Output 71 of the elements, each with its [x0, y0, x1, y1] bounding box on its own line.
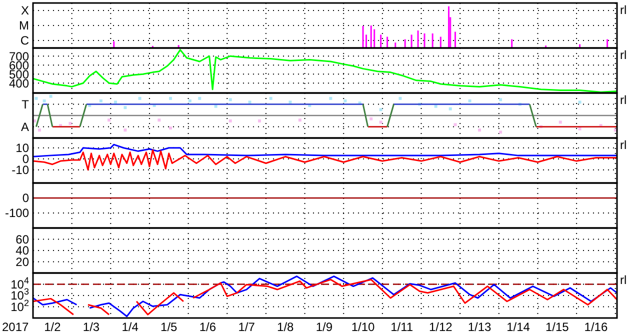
x-tick-label: 1/15 — [545, 320, 570, 334]
point — [288, 100, 292, 104]
x-tick-label: 1/5 — [160, 320, 178, 334]
point — [158, 118, 161, 122]
x-tick-label: 1/8 — [277, 320, 294, 334]
point — [228, 98, 232, 102]
text: rl — [620, 273, 627, 287]
text: rl — [620, 93, 627, 107]
y-tick-label: 0 — [22, 191, 30, 206]
point — [379, 120, 382, 124]
point — [344, 99, 347, 102]
line-series — [33, 144, 617, 158]
text: A — [20, 120, 29, 134]
point — [258, 119, 261, 122]
point — [379, 108, 382, 112]
point — [228, 119, 232, 122]
point — [138, 96, 142, 100]
x-tick-label: 1/13 — [468, 320, 492, 334]
point — [114, 100, 118, 104]
point — [434, 104, 438, 108]
y-tick-label: -100 — [4, 206, 30, 220]
point — [499, 98, 502, 102]
text: M — [19, 18, 29, 33]
point — [269, 96, 272, 100]
point — [578, 100, 582, 104]
point — [329, 96, 332, 100]
text: C — [20, 34, 30, 48]
point — [398, 96, 402, 100]
y-tick-label: 60 — [16, 232, 30, 246]
point — [214, 104, 218, 108]
point — [448, 107, 452, 110]
point — [38, 128, 41, 132]
point — [42, 99, 46, 102]
x-tick-label: 1/16 — [584, 320, 608, 334]
point — [198, 96, 202, 100]
point — [124, 128, 127, 132]
point — [248, 100, 252, 104]
x-tick-label: 1/6 — [199, 320, 216, 334]
point — [188, 99, 192, 102]
point — [99, 99, 102, 102]
point — [49, 94, 52, 98]
x-tick-label: 1/2 — [44, 320, 62, 334]
point — [454, 123, 457, 126]
point — [370, 117, 373, 120]
point — [169, 126, 172, 130]
point — [298, 118, 302, 122]
point — [578, 127, 582, 130]
x-tick-label: 1/4 — [122, 320, 139, 334]
text: T — [22, 97, 30, 112]
text: rl — [620, 138, 627, 152]
text: rl — [620, 48, 627, 62]
x-tick-label: 1/7 — [238, 320, 256, 334]
point — [499, 130, 502, 134]
x-axis-title: 2017 — [2, 320, 30, 334]
x-tick-label: 1/3 — [82, 320, 100, 334]
x-tick-label: 1/12 — [428, 320, 453, 334]
point — [468, 99, 472, 102]
x-tick-label: 1/10 — [351, 320, 376, 334]
point — [169, 96, 172, 100]
point — [34, 96, 38, 100]
point — [108, 118, 111, 122]
x-tick-label: 1/11 — [390, 320, 414, 334]
point — [558, 120, 562, 124]
point — [124, 106, 127, 110]
point — [68, 122, 72, 125]
x-tick-label: 1/14 — [506, 320, 530, 334]
line-series — [33, 149, 617, 171]
point — [478, 128, 481, 132]
x-tick-label: 1/9 — [316, 320, 333, 334]
text: X — [20, 4, 29, 18]
text: rl — [620, 3, 627, 17]
